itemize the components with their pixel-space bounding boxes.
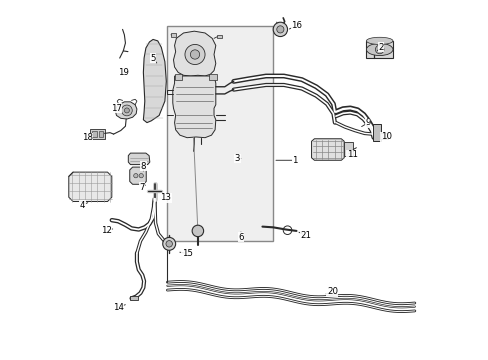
Circle shape [184,44,204,64]
Text: 3: 3 [234,154,240,163]
Circle shape [192,225,203,237]
Circle shape [139,174,143,178]
Polygon shape [129,167,146,184]
Polygon shape [69,172,112,202]
Text: 4: 4 [80,201,85,210]
Polygon shape [311,139,344,160]
Text: 11: 11 [346,150,357,159]
Text: 13: 13 [160,193,171,202]
Bar [171,33,176,37]
Polygon shape [172,76,215,138]
Circle shape [165,240,172,247]
Bar [208,74,216,80]
Bar [174,74,182,80]
Text: 9: 9 [365,118,370,127]
Ellipse shape [366,43,392,55]
Bar [167,26,273,241]
Text: 7: 7 [139,183,145,192]
Circle shape [273,22,287,37]
Circle shape [163,237,175,250]
Bar [216,35,222,39]
Polygon shape [173,31,215,76]
Bar [366,41,392,58]
Text: 16: 16 [290,21,302,30]
Text: 2: 2 [377,43,383,52]
Text: 21: 21 [299,231,310,240]
Bar [344,142,352,156]
Text: 6: 6 [238,233,243,242]
Bar [90,129,104,139]
Ellipse shape [366,37,392,44]
Polygon shape [143,40,166,123]
Text: 8: 8 [141,162,146,171]
Bar [372,125,381,140]
Text: 15: 15 [181,249,192,258]
Circle shape [133,174,138,178]
Text: 20: 20 [326,287,337,296]
Circle shape [375,45,383,54]
Text: 10: 10 [380,132,391,141]
Bar [99,131,102,137]
Polygon shape [128,153,149,165]
Bar [92,131,97,137]
Text: 1: 1 [291,156,297,165]
Text: 5: 5 [150,54,156,63]
Text: 14: 14 [113,303,123,312]
Circle shape [121,105,132,116]
Text: 17: 17 [110,104,122,113]
Text: 18: 18 [82,133,93,142]
Text: 12: 12 [101,226,112,235]
Circle shape [124,108,129,113]
Bar [379,133,387,139]
Text: 19: 19 [118,68,128,77]
Circle shape [190,50,199,59]
Bar [130,296,137,301]
Circle shape [276,26,284,33]
Polygon shape [115,102,137,119]
